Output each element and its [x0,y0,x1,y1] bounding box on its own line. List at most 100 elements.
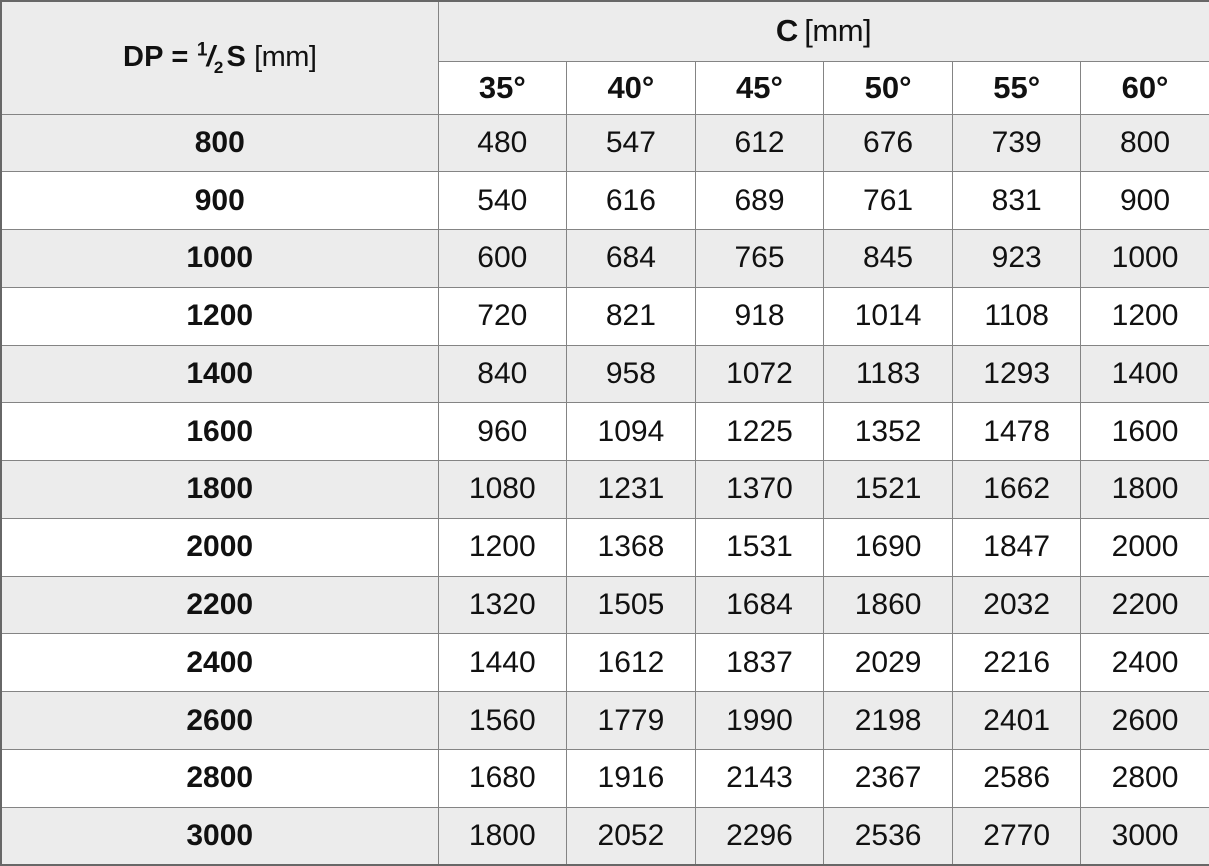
table-row-dp-2000: 2000 1200 1368 1531 1690 1847 2000 [0,517,1209,577]
c-value-cell: 739 [951,113,1082,173]
c-value-cell: 1662 [951,460,1082,519]
c-value-cell: 1080 [437,460,568,519]
c-value-cell: 761 [823,171,953,231]
table-row-dp-1800: 1800 1080 1231 1370 1521 1662 1800 [0,460,1209,519]
c-value-cell: 2198 [823,691,953,750]
c-value-cell: 1183 [823,344,953,404]
c-value-cell: 720 [437,286,568,346]
dp-row-label: 1000 [0,229,439,288]
c-value-cell: 831 [951,171,1082,231]
c-value-cell: 918 [694,286,825,346]
dp-row-label: 1200 [0,286,439,346]
c-value-cell: 1108 [951,286,1082,346]
c-value-cell: 1684 [694,575,825,635]
c-value-cell: 2296 [694,806,825,866]
angle-column-header-50: 50° [823,60,953,115]
table-row-dp-1600: 1600 960 1094 1225 1352 1478 1600 [0,402,1209,462]
table-row-dp-800: 800 480 547 612 676 739 800 [0,113,1209,173]
c-value-cell: 1521 [823,460,953,519]
header-row-top: DP = 1/2 S [mm] C [mm] [0,0,1209,115]
dp-row-label: 900 [0,171,439,231]
dp-header-cell: DP = 1/2 S [mm] [0,0,439,115]
dp-row-label: 1600 [0,402,439,462]
table-row-dp-1000: 1000 600 684 765 845 923 1000 [0,229,1209,288]
c-value-cell: 1000 [1080,229,1209,288]
c-value-cell: 1612 [566,633,696,693]
c-value-cell: 2143 [694,748,825,808]
table-row-dp-2800: 2800 1680 1916 2143 2367 2586 2800 [0,748,1209,808]
c-value-cell: 958 [566,344,696,404]
c-value-cell: 1478 [951,402,1082,462]
angle-column-header-35: 35° [437,60,568,115]
fraction-slash: / [206,41,215,74]
c-value-cell: 1440 [437,633,568,693]
c-value-cell: 960 [437,402,568,462]
c-value-cell: 1014 [823,286,953,346]
c-value-cell: 2586 [951,748,1082,808]
dp-header-unit: [mm] [254,41,317,74]
c-value-cell: 1368 [566,517,696,577]
c-value-cell: 800 [1080,113,1209,173]
c-value-cell: 1560 [437,691,568,750]
c-value-cell: 2536 [823,806,953,866]
dp-row-label: 2800 [0,748,439,808]
c-value-cell: 600 [437,229,568,288]
dp-row-label: 1800 [0,460,439,519]
c-header-cell: C [mm] [437,0,1209,62]
c-value-cell: 480 [437,113,568,173]
dp-row-label: 1400 [0,344,439,404]
c-value-cell: 1600 [1080,402,1209,462]
c-value-cell: 616 [566,171,696,231]
c-value-cell: 689 [694,171,825,231]
fraction-numerator: 1 [196,39,208,61]
c-value-cell: 1847 [951,517,1082,577]
dp-row-label: 800 [0,113,439,173]
table-row-dp-2400: 2400 1440 1612 1837 2029 2216 2400 [0,633,1209,693]
c-value-cell: 1990 [694,691,825,750]
c-value-cell: 1860 [823,575,953,635]
c-value-cell: 2600 [1080,691,1209,750]
c-value-cell: 2216 [951,633,1082,693]
c-value-cell: 1690 [823,517,953,577]
c-value-cell: 2052 [566,806,696,866]
c-value-cell: 821 [566,286,696,346]
c-value-cell: 1837 [694,633,825,693]
dp-header-label: DP = [122,41,189,74]
c-value-cell: 2367 [823,748,953,808]
dp-row-label: 2600 [0,691,439,750]
c-value-cell: 2000 [1080,517,1209,577]
c-value-cell: 684 [566,229,696,288]
c-value-cell: 3000 [1080,806,1209,866]
angle-column-header-40: 40° [566,60,696,115]
dp-row-label: 2000 [0,517,439,577]
c-value-cell: 1225 [694,402,825,462]
dp-header-symbol: S [226,41,247,74]
c-value-cell: 2770 [951,806,1082,866]
dp-row-label: 2400 [0,633,439,693]
c-value-cell: 2400 [1080,633,1209,693]
table-row-dp-1200: 1200 720 821 918 1014 1108 1200 [0,286,1209,346]
angle-header-row: 35° 40° 45° 50° 55° 60° [1,60,1209,115]
dp-row-label: 2200 [0,575,439,635]
c-value-cell: 1370 [694,460,825,519]
c-value-cell: 2029 [823,633,953,693]
c-value-cell: 1680 [437,748,568,808]
c-value-cell: 547 [566,113,696,173]
c-value-cell: 2032 [951,575,1082,635]
c-value-cell: 1231 [566,460,696,519]
c-value-cell: 1352 [823,402,953,462]
c-value-cell: 1400 [1080,344,1209,404]
table-row-dp-3000: 3000 1800 2052 2296 2536 2770 3000 [0,806,1209,866]
c-value-cell: 845 [823,229,953,288]
c-value-cell: 1800 [1080,460,1209,519]
c-value-cell: 1779 [566,691,696,750]
c-value-cell: 2401 [951,691,1082,750]
c-value-cell: 540 [437,171,568,231]
c-value-cell: 1200 [437,517,568,577]
table-row-dp-900: 900 540 616 689 761 831 900 [0,171,1209,231]
c-value-cell: 612 [694,113,825,173]
fraction-denominator: 2 [213,58,224,78]
table-row-dp-2600: 2600 1560 1779 1990 2198 2401 2600 [0,691,1209,750]
c-value-cell: 1200 [1080,286,1209,346]
c-value-cell: 900 [1080,171,1209,231]
